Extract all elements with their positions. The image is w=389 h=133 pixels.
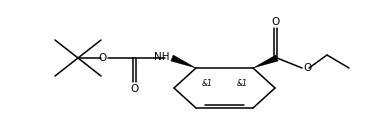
- Text: O: O: [130, 84, 138, 94]
- Text: &1: &1: [202, 79, 213, 88]
- Text: &1: &1: [237, 79, 248, 88]
- Text: O: O: [272, 17, 280, 27]
- Polygon shape: [253, 55, 278, 68]
- Text: NH: NH: [154, 52, 170, 62]
- Polygon shape: [171, 55, 196, 68]
- Text: O: O: [99, 53, 107, 63]
- Text: O: O: [303, 63, 311, 73]
